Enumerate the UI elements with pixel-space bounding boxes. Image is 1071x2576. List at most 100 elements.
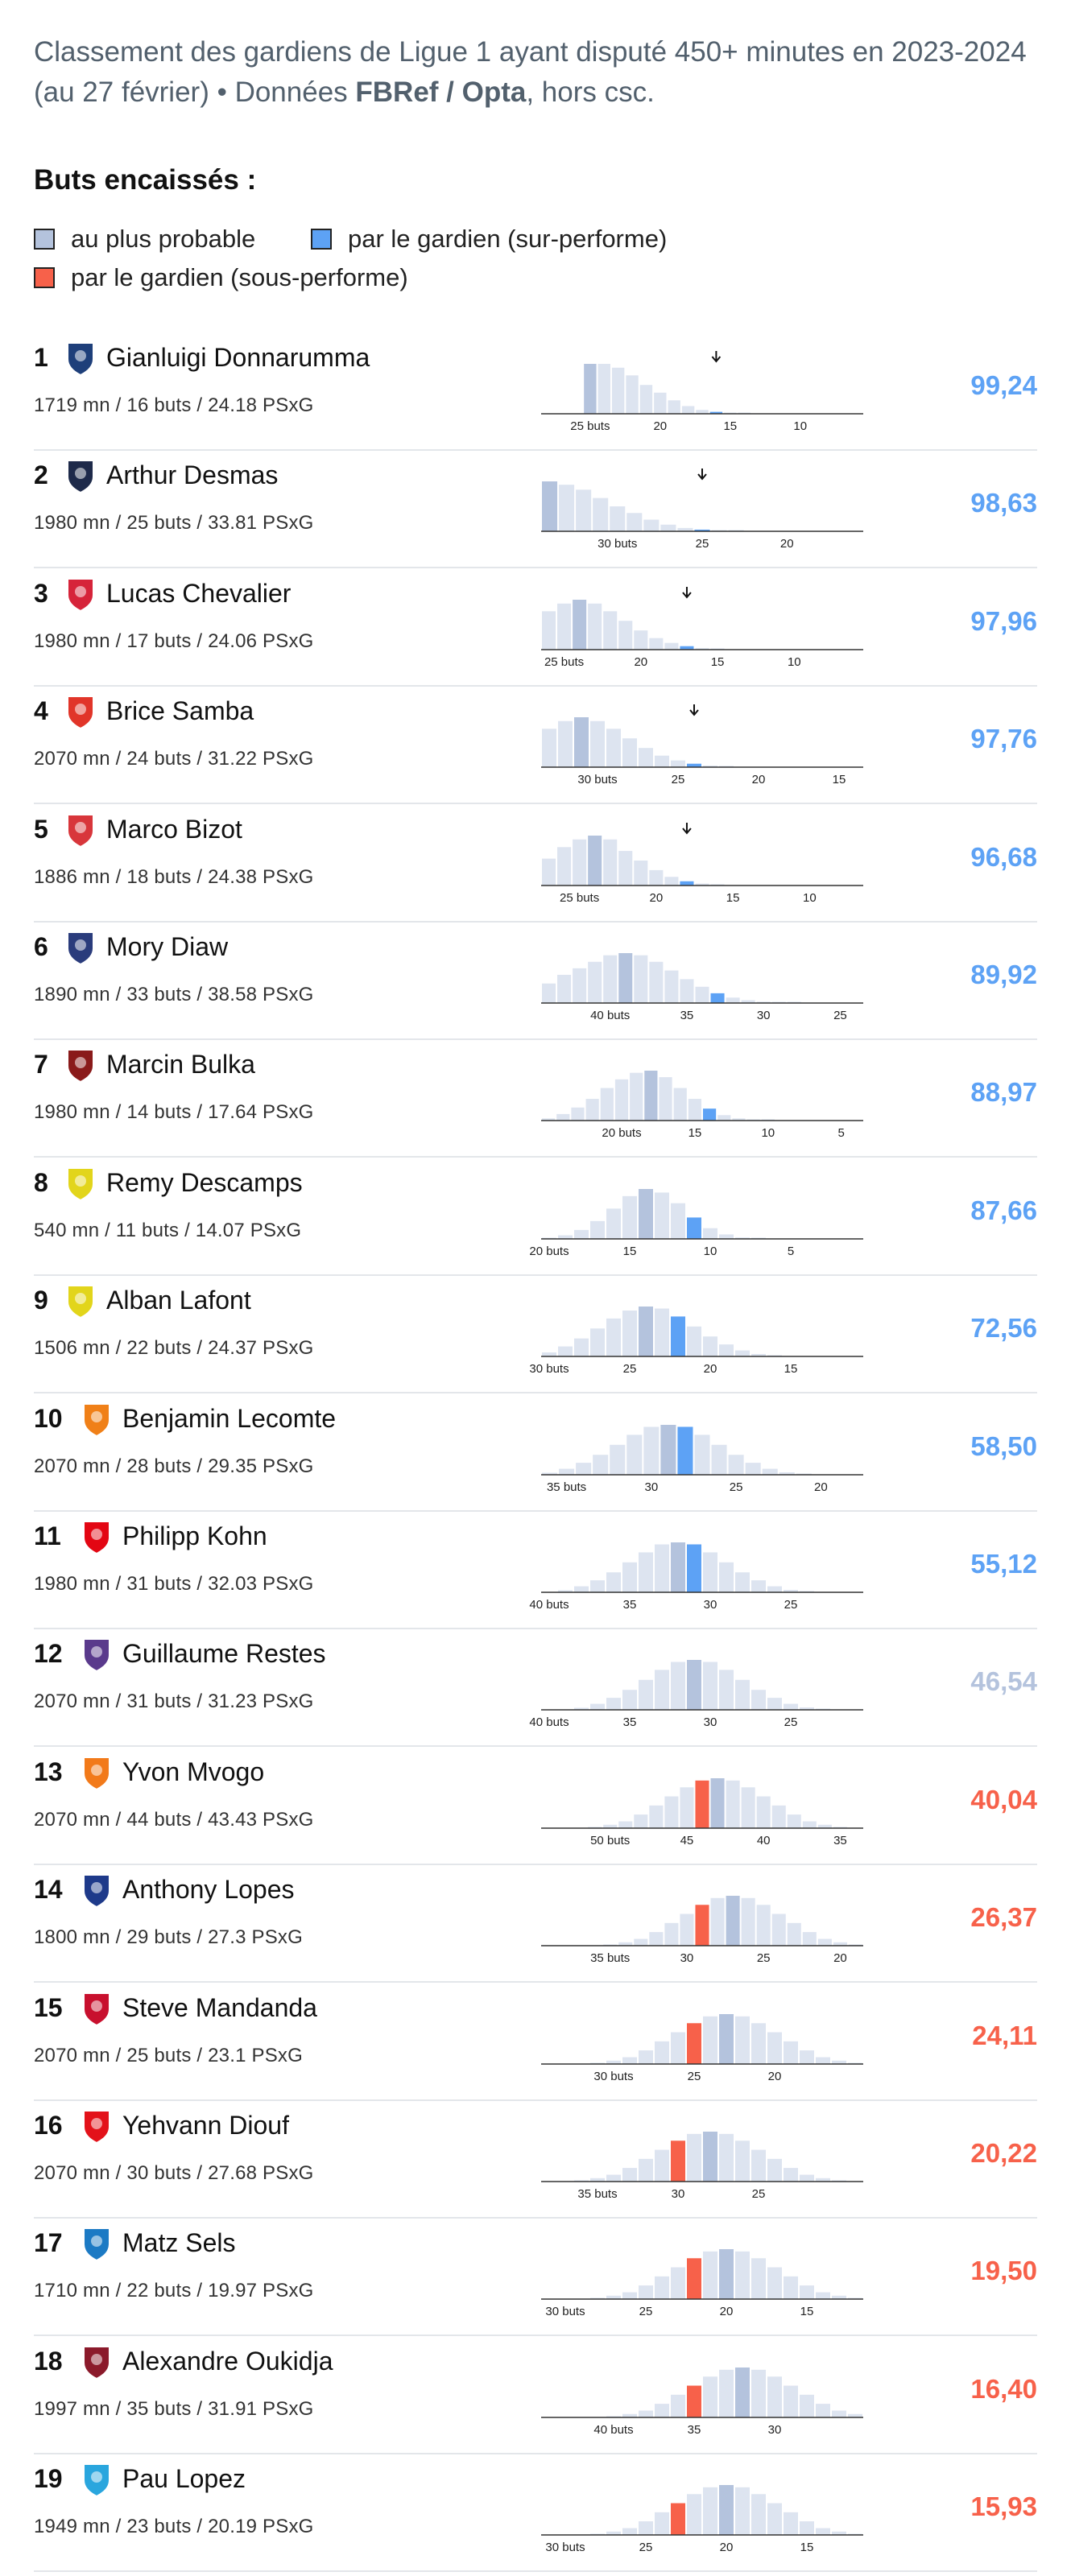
goals-distribution-chart: 20 buts 15 10 5 [541,1071,863,1140]
x-tick-label: 25 [688,2070,701,2083]
x-tick-label: 10 [704,1245,717,1258]
distribution-bar [671,2032,685,2064]
player-name: Lucas Chevalier [106,578,292,608]
distribution-bar [606,1698,621,1711]
distribution-bar [655,2403,669,2417]
distribution-bar [784,2041,798,2064]
percentile-score: 15,93 [970,2491,1037,2522]
rank-number: 1 [34,343,48,372]
percentile-score: 20,22 [970,2138,1037,2168]
x-tick-label: 25 [639,2305,653,2318]
most-probable-bar [735,2367,750,2417]
distribution-bar [557,846,572,886]
distribution-bar [732,1118,746,1121]
actual-goals-bar-overperform [710,993,725,1003]
distribution-bar [634,955,648,1003]
distribution-bar [574,1338,589,1357]
goalkeeper-row: 4 Brice Samba 2070 mn / 24 buts / 31.22 PS… [34,685,1037,805]
most-probable-bar [644,1071,658,1121]
toulouse-crest-icon [83,1638,110,1673]
player-name: Anthony Lopes [122,1875,295,1905]
distribution-bar [622,2057,637,2064]
actual-goals-bar-underperform [671,2140,685,2182]
goals-distribution-chart: 30 buts 25 20 [541,469,863,551]
goals-distribution-chart: 30 buts 25 20 [541,2013,863,2083]
distribution-bar [643,1426,660,1475]
most-probable-bar [687,1660,701,1711]
subtitle-source: FBRef / Opta [355,76,527,108]
distribution-bar [695,986,709,1003]
x-tick-label: 15 [784,1362,798,1376]
actual-goals-bar-overperform [680,646,694,650]
rank-number: 2 [34,460,48,490]
distribution-bar [542,1352,556,1357]
distribution-bar [784,2512,798,2536]
rank-number: 13 [34,1757,63,1786]
player-stats: 1886 mn / 18 buts / 24.38 PSxG [34,865,314,888]
distribution-bar [542,1118,556,1121]
distribution-bar [735,2252,750,2300]
percentile-score: 98,63 [970,488,1037,518]
distribution-bar [751,1580,766,1592]
distribution-bar [703,2016,717,2064]
player-name: Alexandre Oukidja [122,2346,333,2376]
x-tick-label: 25 buts [544,655,584,669]
x-tick-label: 25 [757,1951,771,1965]
goals-distribution-chart: 25 buts 20 15 10 [541,351,863,433]
actual-goals-bar-overperform [709,411,723,414]
distribution-bar [695,883,709,886]
legend-item-over: par le gardien (sur-performe) [311,225,667,254]
havre-crest-icon [67,460,94,494]
distribution-bar [626,513,643,532]
goalkeeper-row: 12 Guillaume Restes 2070 mn / 31 buts / 31… [34,1628,1037,1748]
x-tick-label: 30 [644,1480,658,1494]
most-probable-bar [588,835,602,886]
distribution-bar [741,1787,755,1828]
distribution-bar [590,720,605,768]
x-tick-label: 35 buts [590,1951,630,1965]
percentile-score: 97,76 [970,724,1037,754]
distribution-bar [649,638,664,650]
goals-distribution-chart: 40 buts 35 30 25 [541,953,863,1022]
x-tick-label: 30 [704,1598,717,1612]
rank-number: 18 [34,2346,63,2376]
distribution-bar [832,2531,846,2536]
distribution-bar [649,961,664,1003]
x-tick-label: 30 [704,1715,717,1729]
distribution-bar [719,1344,734,1357]
legend-swatch-probable [34,229,55,250]
distribution-bar [694,1434,710,1475]
x-tick-label: 40 buts [590,1009,630,1022]
player-stats: 1949 mn / 23 buts / 20.19 PSxG [34,2516,314,2538]
player-stats: 1800 mn / 29 buts / 27.3 PSxG [34,1926,303,1949]
x-tick-label: 20 [752,773,766,786]
x-tick-label: 20 [720,2541,734,2554]
distribution-bar [719,1562,734,1592]
distribution-bar [557,974,572,1003]
distribution-bar [576,489,592,532]
player-name: Yehvann Diouf [122,2111,289,2140]
percentile-score: 24,11 [972,2020,1037,2050]
rank-number: 9 [34,1286,48,1315]
percentile-score: 97,96 [970,605,1037,636]
goalkeeper-row: 14 Anthony Lopes 1800 mn / 29 buts / 27.3 … [34,1864,1037,1984]
actual-goals-bar-underperform [671,2503,685,2536]
distribution-bar [664,1796,679,1828]
distribution-bar [703,2252,717,2300]
distribution-bar [710,1898,725,1946]
distribution-bar [610,1444,626,1475]
distribution-bar [593,1454,609,1475]
distribution-bar [618,1942,633,1946]
distribution-bar [800,2050,814,2064]
psg-crest-icon [67,342,94,377]
subtitle-text: Classement des gardiens de Ligue 1 ayant… [34,36,1027,108]
x-tick-label: 10 [788,655,801,669]
most-probable-bar [584,364,597,414]
x-tick-label: 30 [672,2187,685,2201]
distribution-bar [687,1326,701,1357]
x-tick-label: 15 [800,2305,814,2318]
legend-label-probable: au plus probable [71,225,256,253]
goals-distribution-chart: 30 buts 25 20 15 [529,1307,863,1376]
goalkeeper-row: 16 Yehvann Diouf 2070 mn / 30 buts / 27.68… [34,2099,1037,2219]
goalkeeper-row: 6 Mory Diaw 1890 mn / 33 buts / 38.58 PSxG… [34,921,1037,1040]
